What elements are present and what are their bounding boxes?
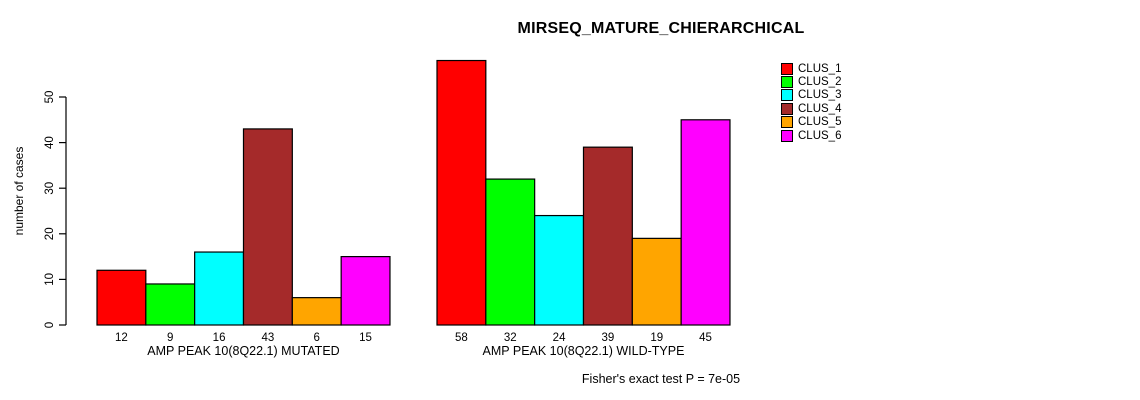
bar-value-label: 19 xyxy=(650,332,663,344)
legend-swatch-clus-5 xyxy=(781,116,793,129)
y-axis-title: number of cases xyxy=(12,146,26,236)
bar-clus_1-mutated xyxy=(96,269,147,326)
bar-value-label: 9 xyxy=(167,332,173,344)
chart-title: MIRSEQ_MATURE_CHIERARCHICAL xyxy=(517,20,805,37)
group-axis-label-wild-type: AMP PEAK 10(8Q22.1) WILD-TYPE xyxy=(483,344,685,358)
bar-value-label: 24 xyxy=(553,332,566,344)
legend: CLUS_1 CLUS_2 CLUS_3 CLUS_4 CLUS_5 CLUS_… xyxy=(781,62,841,142)
y-tick-label: 30 xyxy=(44,182,56,195)
y-tick-label: 0 xyxy=(44,322,56,328)
bar-clus_4-wild-type xyxy=(582,146,633,326)
bar-clus_2-wild-type xyxy=(485,178,536,326)
bar-clus_3-mutated xyxy=(194,251,245,326)
bar-value-label: 16 xyxy=(213,332,226,344)
y-tick-label: 40 xyxy=(44,136,56,149)
bar-value-label: 12 xyxy=(115,332,128,344)
bar-clus_3-wild-type xyxy=(534,214,585,326)
y-tick-label: 50 xyxy=(44,91,56,104)
bar-value-label: 43 xyxy=(262,332,275,344)
legend-item: CLUS_2 xyxy=(781,75,842,89)
bar-clus_4-mutated xyxy=(242,128,293,326)
bar-value-label: 39 xyxy=(602,332,615,344)
bar-value-label: 45 xyxy=(699,332,712,344)
bar-value-label: 15 xyxy=(359,332,372,344)
bar-clus_5-mutated xyxy=(291,297,342,326)
group-axis-label-mutated: AMP PEAK 10(8Q22.1) MUTATED xyxy=(147,344,339,358)
legend-swatch-clus-6 xyxy=(781,129,793,142)
legend-swatch-clus-1 xyxy=(781,62,793,75)
y-tick-label: 10 xyxy=(44,273,56,286)
legend-item: CLUS_6 xyxy=(781,129,841,142)
legend-item: CLUS_3 xyxy=(781,89,841,102)
legend-item: CLUS_4 xyxy=(781,102,841,115)
fisher-test-annotation: Fisher's exact test P = 7e-05 xyxy=(581,372,741,386)
bar-clus_6-wild-type xyxy=(680,119,731,326)
legend-swatch-clus-3 xyxy=(781,89,793,102)
legend-label: CLUS_3 xyxy=(798,89,842,102)
bar-clus_1-wild-type xyxy=(436,59,487,326)
bar-clus_6-mutated xyxy=(340,256,391,326)
legend-label: CLUS_4 xyxy=(798,102,842,115)
bar-clus_2-mutated xyxy=(145,283,196,326)
legend-swatch-clus-2 xyxy=(781,76,793,89)
legend-label: CLUS_6 xyxy=(798,129,842,142)
y-tick-label: 20 xyxy=(44,227,56,240)
bar-clus_5-wild-type xyxy=(631,237,682,326)
legend-item: CLUS_1 xyxy=(781,62,841,75)
legend-item: CLUS_5 xyxy=(781,116,841,129)
legend-swatch-clus-4 xyxy=(781,102,793,115)
legend-label: CLUS_1 xyxy=(798,62,842,75)
legend-label: CLUS_2 xyxy=(798,76,842,89)
bar-value-label: 58 xyxy=(455,332,468,344)
bar-value-label: 6 xyxy=(314,332,320,344)
bar-value-label: 32 xyxy=(504,332,517,344)
legend-label: CLUS_5 xyxy=(798,116,842,129)
